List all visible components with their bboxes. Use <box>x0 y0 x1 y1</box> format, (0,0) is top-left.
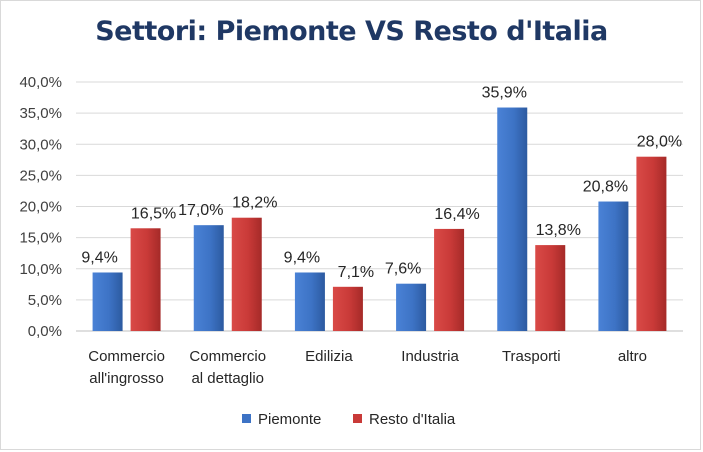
data-label: 28,0% <box>637 134 682 151</box>
data-label: 17,0% <box>178 202 223 219</box>
category-label: Commercio <box>189 348 266 365</box>
bar-resto-italia <box>636 156 667 331</box>
category-label: all'ingrosso <box>89 370 164 387</box>
category-label: Commercio <box>88 348 165 365</box>
data-label: 13,8% <box>536 222 581 239</box>
y-tick-label: 25,0% <box>19 167 62 184</box>
category-label: altro <box>618 348 647 365</box>
category-label: Industria <box>401 348 459 365</box>
legend-label: Resto d'Italia <box>369 411 456 428</box>
bar-piemonte <box>598 201 629 331</box>
data-label: 7,6% <box>385 261 421 278</box>
y-tick-label: 5,0% <box>28 292 62 309</box>
y-tick-label: 0,0% <box>28 323 62 340</box>
legend-swatch <box>242 414 251 423</box>
data-label: 9,4% <box>81 249 117 266</box>
y-tick-label: 15,0% <box>19 230 62 247</box>
legend: Piemonte Resto d'Italia <box>242 411 456 428</box>
bar-piemonte <box>294 272 325 331</box>
y-tick-label: 10,0% <box>19 261 62 278</box>
bar-resto-italia <box>535 245 566 331</box>
bar-piemonte <box>497 107 528 332</box>
x-axis-categories: Commercio all'ingrosso Commercio al dettagl… <box>88 348 647 387</box>
y-tick-label: 35,0% <box>19 105 62 122</box>
data-label: 20,8% <box>583 179 628 196</box>
bar-piemonte <box>193 225 224 331</box>
bar-resto-italia <box>332 286 363 331</box>
data-label: 7,1% <box>338 264 374 281</box>
bar-piemonte <box>396 283 427 331</box>
bars <box>92 107 667 332</box>
data-label: 9,4% <box>284 249 320 266</box>
bar-resto-italia <box>130 228 161 331</box>
y-tick-label: 40,0% <box>19 74 62 91</box>
data-label: 16,5% <box>131 205 176 222</box>
category-label: Trasporti <box>502 348 561 365</box>
category-label: Edilizia <box>305 348 353 365</box>
y-tick-label: 30,0% <box>19 136 62 153</box>
data-label: 35,9% <box>482 85 527 102</box>
bar-resto-italia <box>434 228 465 331</box>
y-axis-ticks: 0,0% 5,0% 10,0% 15,0% 20,0% 25,0% 30,0% 35,0% 40… <box>19 74 62 340</box>
legend-swatch <box>353 414 362 423</box>
data-label: 16,4% <box>434 206 479 223</box>
category-label: al dettaglio <box>191 370 264 387</box>
data-labels: 9,4% 16,5% 17,0% 18,2% 9,4% 7,1% 7,6% 16,4% 35,9… <box>81 85 682 281</box>
gridlines <box>76 81 683 332</box>
bar-piemonte <box>92 272 123 331</box>
bar-resto-italia <box>231 217 262 331</box>
chart-title: Settori: Piemonte VS Resto d'Italia <box>95 16 608 47</box>
data-label: 18,2% <box>232 195 277 212</box>
legend-label: Piemonte <box>258 411 321 428</box>
y-tick-label: 20,0% <box>19 199 62 216</box>
